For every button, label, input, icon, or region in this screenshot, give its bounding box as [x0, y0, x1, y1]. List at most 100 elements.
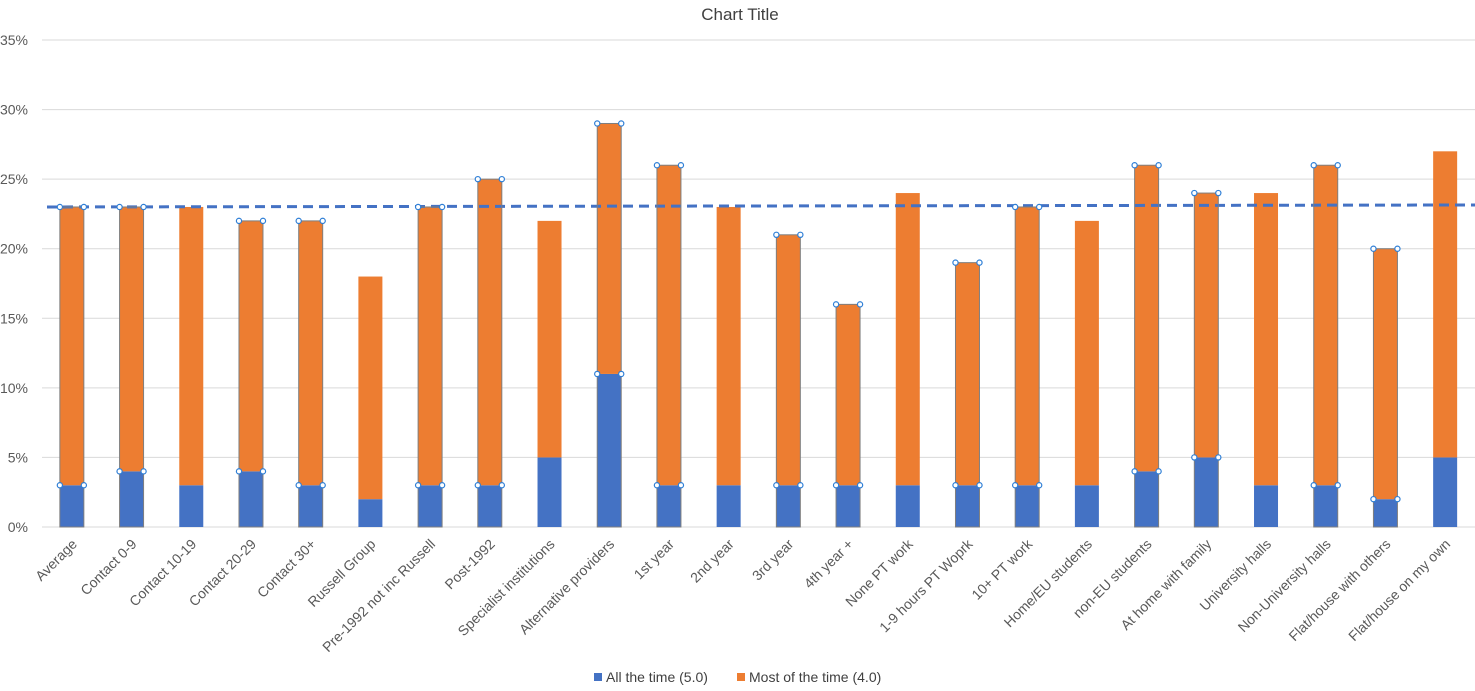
selection-handle [235, 468, 243, 475]
bar-segment-most-of-the-time[interactable] [59, 206, 84, 486]
selection-handle [319, 217, 326, 225]
bar-segment-all-the-time[interactable] [1433, 457, 1458, 527]
selection-handle [1035, 482, 1043, 489]
bar-segment-most-of-the-time[interactable] [358, 276, 383, 500]
bar-segment-most-of-the-time[interactable] [1254, 193, 1279, 486]
bar-segment-most-of-the-time[interactable] [1373, 248, 1398, 500]
selection-handle [1394, 495, 1401, 503]
selection-handle [235, 217, 243, 225]
category-label: Post-1992 [441, 536, 498, 593]
chart-title[interactable]: Chart Title [701, 5, 778, 24]
bar-segment-all-the-time[interactable] [656, 485, 681, 527]
selection-handle [677, 482, 685, 489]
category-label: Average [32, 536, 80, 584]
bar-segment-all-the-time[interactable] [1194, 457, 1219, 527]
bar-segment-most-of-the-time[interactable] [836, 304, 861, 486]
selection-handle [1310, 162, 1317, 169]
selection-handle [140, 468, 147, 475]
selection-handle [594, 120, 601, 127]
bar-segment-all-the-time[interactable] [59, 485, 84, 527]
bar-segment-all-the-time[interactable] [537, 457, 562, 527]
bar-segment-most-of-the-time[interactable] [1433, 151, 1458, 458]
legend-swatch [737, 673, 745, 681]
bar-segment-all-the-time[interactable] [298, 485, 323, 527]
bar-segment-most-of-the-time[interactable] [716, 206, 741, 486]
bar-segment-most-of-the-time[interactable] [119, 206, 144, 472]
bar-segment-all-the-time[interactable] [776, 485, 801, 527]
selection-handle [1370, 495, 1377, 503]
bar-segment-most-of-the-time[interactable] [1313, 165, 1338, 486]
category-label: Pre-1992 not inc Russell [319, 536, 438, 655]
selection-outline [1372, 248, 1398, 528]
bar-segment-most-of-the-time[interactable] [895, 193, 920, 486]
bar-segment-most-of-the-time[interactable] [1015, 206, 1040, 486]
bar-segment-most-of-the-time[interactable] [776, 234, 801, 486]
bar-segment-most-of-the-time[interactable] [1074, 220, 1099, 486]
bar-segment-all-the-time[interactable] [119, 471, 144, 527]
bar-segment-all-the-time[interactable] [358, 499, 383, 527]
selection-handle [856, 482, 864, 489]
bars[interactable] [59, 123, 1458, 527]
selection-handle [1035, 203, 1043, 211]
bar-segment-all-the-time[interactable] [1074, 485, 1099, 527]
bar-segment-most-of-the-time[interactable] [1134, 165, 1159, 472]
y-tick-label: 20% [0, 241, 28, 257]
bar-segment-most-of-the-time[interactable] [238, 220, 263, 472]
bar-segment-all-the-time[interactable] [1254, 485, 1279, 527]
category-label: Flat/house with others [1285, 536, 1393, 644]
bar-segment-all-the-time[interactable] [895, 485, 920, 527]
selection-handle [1011, 482, 1019, 489]
selection-handle [1011, 203, 1019, 211]
bar-segment-all-the-time[interactable] [179, 485, 204, 527]
bar-segment-most-of-the-time[interactable] [298, 220, 323, 486]
y-axis-ticks: 0% 5% 10% 15% 20% 25% 30% 35% [0, 32, 28, 535]
selection-handle [295, 217, 302, 225]
bar-segment-most-of-the-time[interactable] [1194, 193, 1219, 458]
bar-segment-all-the-time[interactable] [716, 485, 741, 527]
gridlines [42, 39, 1475, 528]
bar-segment-all-the-time[interactable] [836, 485, 861, 527]
bar-segment-all-the-time[interactable] [597, 373, 622, 527]
y-tick-label: 35% [0, 32, 28, 48]
selection-handle [618, 370, 625, 378]
bar-segment-most-of-the-time[interactable] [955, 262, 980, 486]
selection-handle [1394, 245, 1401, 252]
bar-segment-all-the-time[interactable] [1015, 485, 1040, 527]
selection-outline [1193, 192, 1219, 528]
bar-segment-all-the-time[interactable] [1313, 485, 1338, 527]
selection-handle [976, 259, 983, 266]
y-tick-label: 25% [0, 171, 28, 187]
selection-handle [116, 468, 123, 475]
selection-handle [56, 482, 64, 489]
bar-segment-most-of-the-time[interactable] [597, 123, 622, 374]
selection-outline [954, 262, 980, 528]
bar-segment-all-the-time[interactable] [1134, 471, 1159, 527]
selection-handle [952, 482, 959, 489]
bar-segment-all-the-time[interactable] [955, 485, 980, 527]
selection-outline [477, 178, 503, 528]
selection-handle [438, 203, 446, 211]
selection-handle [80, 482, 88, 489]
legend-entry[interactable]: Most of the time (4.0) [749, 669, 881, 685]
bar-segment-most-of-the-time[interactable] [418, 206, 443, 486]
selection-handle [498, 482, 506, 489]
bar-segment-all-the-time[interactable] [477, 485, 502, 527]
bar-segment-most-of-the-time[interactable] [656, 165, 681, 486]
selection-handle [1310, 482, 1317, 489]
category-label: 1st year [631, 536, 678, 583]
selection-outline [59, 206, 85, 528]
legend[interactable]: All the time (5.0) Most of the time (4.0) [594, 669, 881, 685]
selection-handle [1215, 454, 1222, 461]
legend-entry[interactable]: All the time (5.0) [606, 669, 708, 685]
bar-segment-most-of-the-time[interactable] [179, 206, 204, 486]
category-label: Flat/house on my own [1345, 536, 1453, 644]
bar-segment-all-the-time[interactable] [1373, 499, 1398, 527]
bar-segment-all-the-time[interactable] [418, 485, 443, 527]
selection-outline [1014, 206, 1040, 528]
selection-handle [1215, 189, 1222, 197]
bar-segment-most-of-the-time[interactable] [477, 179, 502, 486]
bar-segment-all-the-time[interactable] [238, 471, 263, 527]
bar-segment-most-of-the-time[interactable] [537, 220, 562, 458]
